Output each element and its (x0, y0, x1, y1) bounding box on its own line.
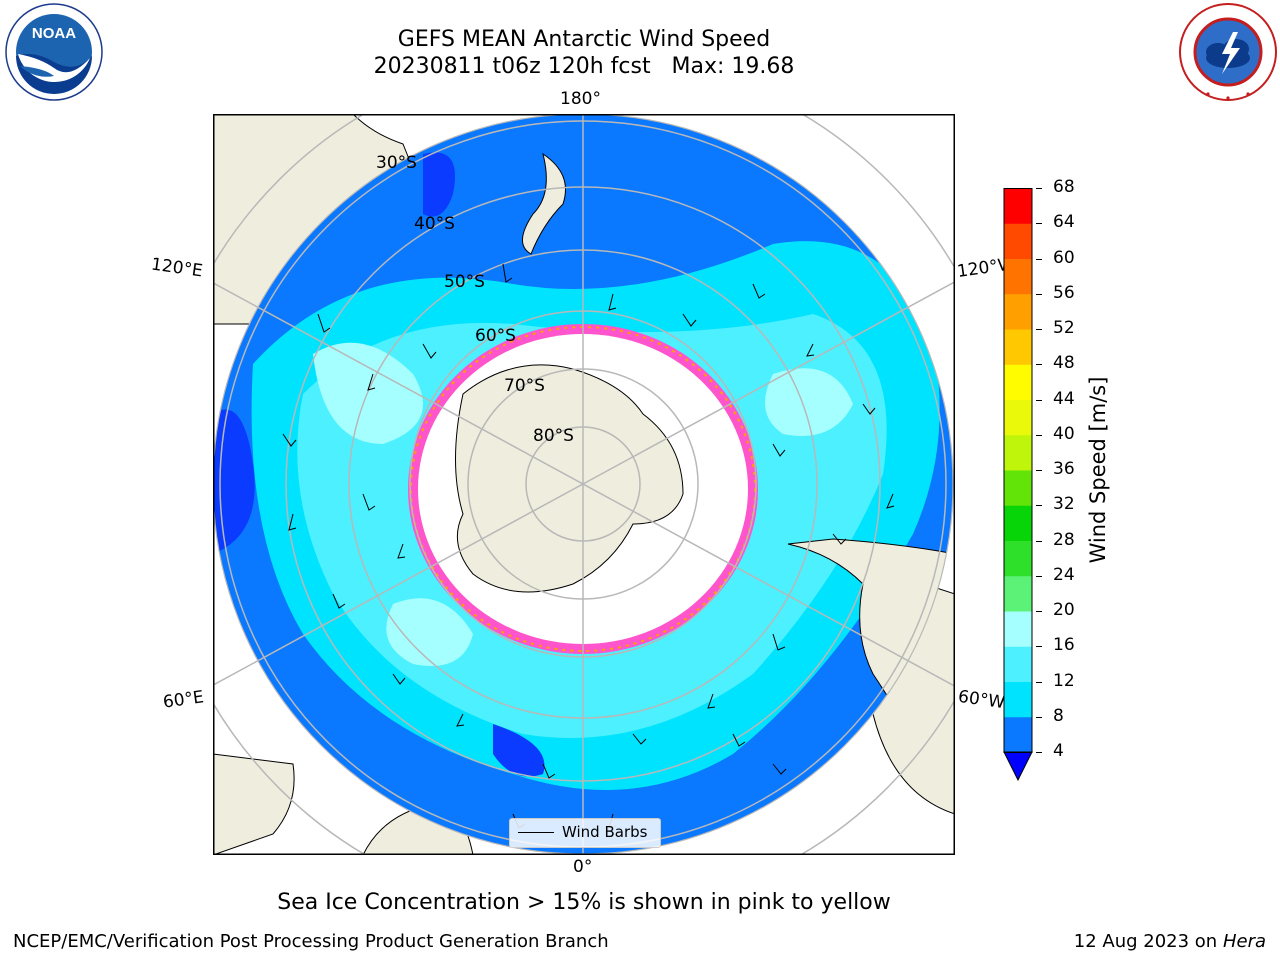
colorbar-tick-label: 44 (1053, 388, 1075, 409)
colorbar-tick-mark (1036, 434, 1042, 436)
colorbar-tick-label: 4 (1053, 741, 1064, 761)
noaa-logo-icon: NOAA (4, 2, 104, 102)
lat-label-80s: 80°S (533, 426, 574, 446)
footer-date-text: 12 Aug 2023 on (1073, 931, 1218, 952)
colorbar-tick-mark (1036, 470, 1042, 471)
wind-barb-legend-line (518, 832, 554, 833)
colorbar-tick-label: 12 (1053, 670, 1075, 691)
colorbar-tick-mark (1036, 752, 1042, 753)
colorbar-tick-mark (1036, 258, 1042, 260)
colorbar-tick-mark (1036, 505, 1042, 507)
nws-logo-icon (1178, 2, 1278, 102)
colorbar-tick-label: 20 (1053, 600, 1075, 620)
colorbar-tick-mark (1036, 681, 1042, 683)
colorbar-segment (1004, 188, 1032, 224)
colorbar-tick-mark (1036, 223, 1042, 225)
lon-label-60e: 60°E (161, 687, 206, 713)
colorbar-tick-mark (1036, 364, 1042, 366)
map-legend: Wind Barbs (509, 818, 661, 848)
antarctic-wind-map (213, 114, 955, 855)
colorbar-tick-label: 24 (1053, 564, 1075, 585)
colorbar-segment (1004, 540, 1032, 577)
colorbar-tick-mark (1036, 329, 1042, 330)
lat-label-60s: 60°S (475, 326, 516, 346)
footer-host: Hera (1222, 931, 1266, 952)
chart-subtitle: 20230811 t06z 120h fcst Max: 19.68 (373, 54, 795, 79)
colorbar-tick-label: 68 (1053, 177, 1075, 197)
colorbar-tick-mark (1036, 188, 1042, 189)
colorbar-segment (1004, 716, 1032, 753)
colorbar-tick-label: 64 (1053, 212, 1075, 233)
legend-label: Wind Barbs (562, 823, 648, 841)
colorbar-tick-mark (1036, 399, 1042, 401)
lon-label-0: 0° (573, 857, 593, 877)
colorbar-tick-label: 32 (1053, 494, 1075, 515)
colorbar-segment (1004, 470, 1032, 506)
colorbar-segment (1004, 681, 1032, 718)
colorbar-tick-label: 8 (1053, 705, 1064, 726)
colorbar-tick-label: 36 (1053, 459, 1075, 479)
colorbar-tick-mark (1036, 646, 1042, 648)
colorbar-segment (1004, 434, 1032, 471)
colorbar-segment (1004, 611, 1032, 647)
colorbar-tick-label: 52 (1053, 318, 1075, 338)
lat-label-30s: 30°S (376, 153, 417, 173)
lat-label-40s: 40°S (414, 214, 455, 234)
colorbar-segment (1004, 364, 1032, 400)
chart-title: GEFS MEAN Antarctic Wind Speed (397, 27, 771, 52)
footer-branch: NCEP/EMC/Verification Post Processing Pr… (13, 931, 609, 952)
colorbar-tick-mark (1036, 575, 1042, 577)
colorbar-tick-label: 56 (1053, 282, 1075, 303)
colorbar-tick-label: 40 (1053, 423, 1075, 444)
colorbar (1000, 188, 1036, 782)
footer-date: 12 Aug 2023 on Hera (1074, 931, 1266, 952)
colorbar-segment (1004, 258, 1032, 295)
colorbar-segment (1004, 329, 1032, 365)
colorbar-segment (1004, 399, 1032, 436)
lon-label-60w: 60°W (956, 686, 1007, 714)
colorbar-tick-label: 16 (1053, 635, 1075, 656)
colorbar-segment (1004, 505, 1032, 541)
colorbar-segment (1004, 575, 1032, 612)
colorbar-label: Wind Speed [m/s] (1086, 376, 1110, 564)
colorbar-tick-mark (1036, 611, 1042, 612)
sea-ice-note: Sea Ice Concentration > 15% is shown in … (277, 890, 891, 915)
colorbar-tick-label: 28 (1053, 529, 1075, 550)
lat-label-70s: 70°S (504, 376, 545, 396)
colorbar-extend-arrow (1003, 751, 1033, 782)
colorbar-tick-mark (1036, 716, 1042, 718)
lon-label-120e: 120°E (149, 254, 204, 282)
colorbar-segment (1004, 223, 1032, 259)
lat-label-50s: 50°S (444, 272, 485, 292)
lon-label-180: 180° (560, 89, 601, 109)
colorbar-segment (1004, 293, 1032, 330)
colorbar-tick-label: 60 (1053, 247, 1075, 268)
colorbar-segment (1004, 646, 1032, 682)
noaa-logo-text: NOAA (32, 25, 76, 42)
colorbar-tick-mark (1036, 540, 1042, 542)
colorbar-tick-mark (1036, 293, 1042, 295)
colorbar-tick-label: 48 (1053, 353, 1075, 374)
